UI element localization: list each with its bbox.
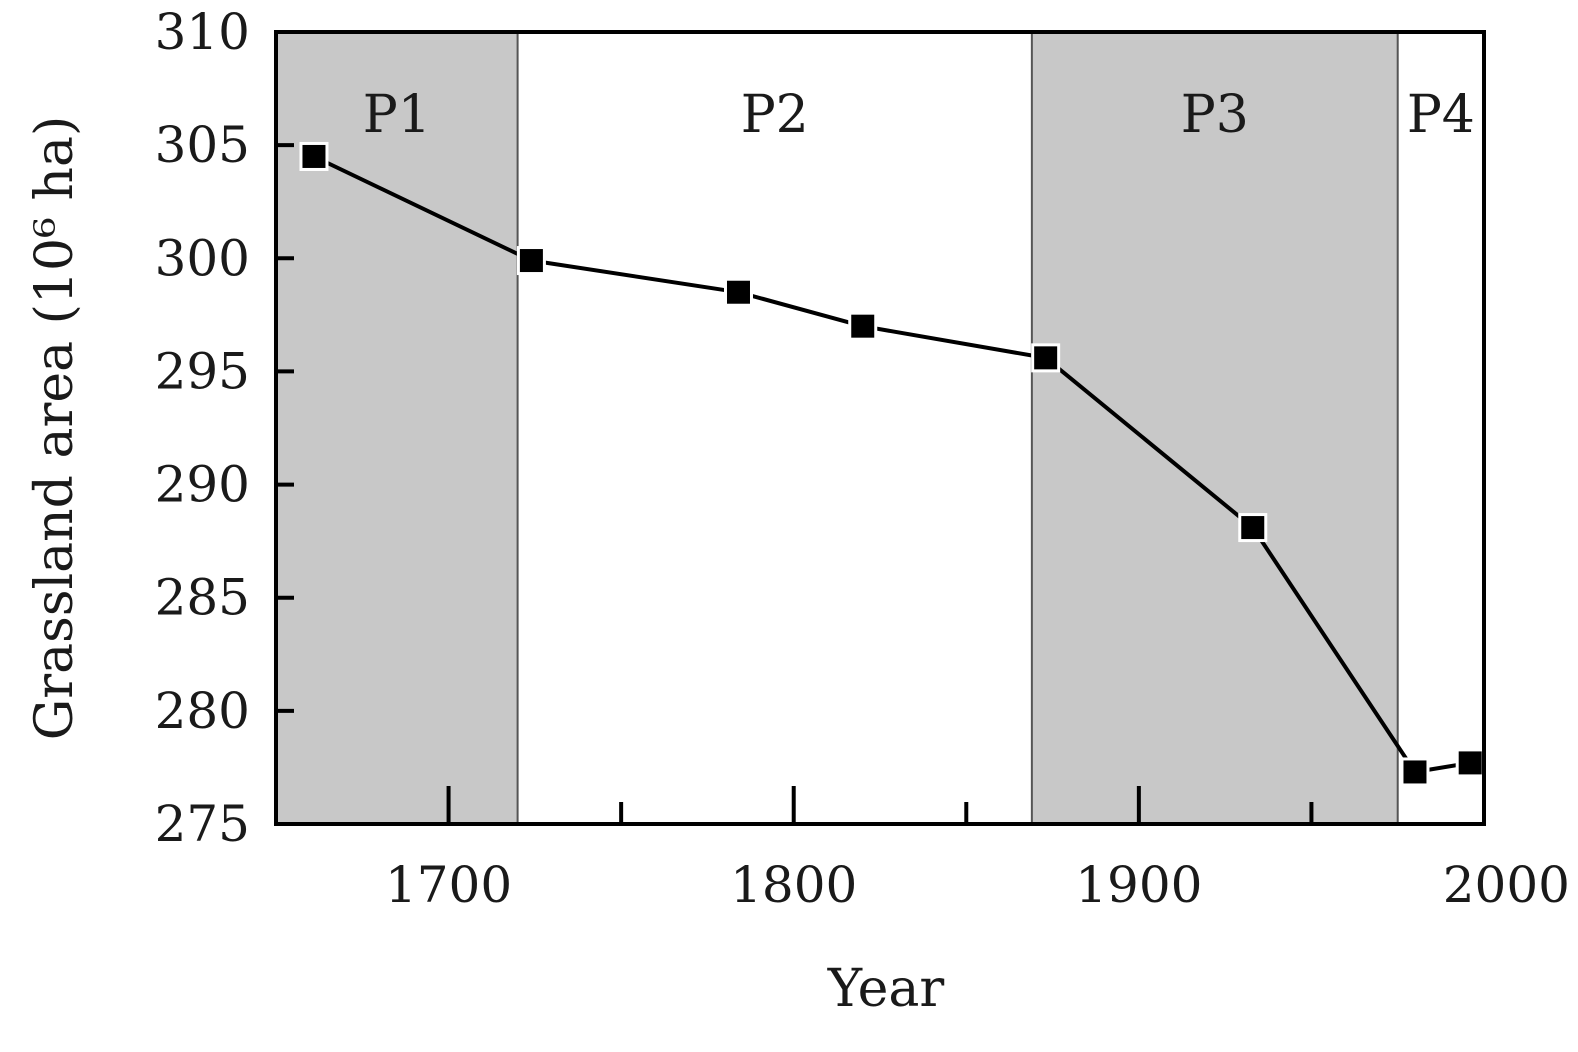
x-tick-label: 1700 — [385, 856, 512, 914]
x-tick-label: 2000 — [1443, 856, 1570, 914]
y-tick-label: 295 — [155, 342, 250, 400]
x-tick-label: 1900 — [1075, 856, 1202, 914]
y-tick-label: 310 — [155, 3, 250, 61]
data-point — [723, 277, 753, 307]
period-label-p1: P1 — [363, 85, 431, 145]
y-tick-label: 300 — [155, 229, 250, 287]
data-point — [299, 141, 329, 171]
series-layer — [299, 141, 1485, 787]
period-labels: P1 P2 P3 P4 — [363, 85, 1475, 145]
axis-ticks — [276, 30, 1486, 826]
period-dividers — [516, 32, 1399, 824]
data-point — [516, 246, 546, 276]
data-point — [1031, 343, 1061, 373]
x-axis-title: Year — [827, 959, 945, 1019]
y-tick-label: 285 — [155, 569, 250, 627]
y-tick-label: 275 — [155, 795, 250, 853]
plot-frame — [274, 30, 1486, 826]
plot-border — [274, 30, 1486, 826]
data-point — [848, 311, 878, 341]
y-tick-label: 280 — [155, 682, 250, 740]
y-axis-title: Grassland area (10⁶ ha) — [25, 116, 85, 740]
period-bands — [276, 32, 1398, 824]
y-tick-label: 305 — [155, 116, 250, 174]
data-point — [1238, 513, 1268, 543]
period-band-p3 — [1031, 32, 1398, 824]
series-line — [313, 154, 1471, 774]
data-point — [1455, 748, 1485, 778]
period-label-p3: P3 — [1181, 85, 1249, 145]
x-tick-labels: 1700 1800 1900 2000 — [385, 856, 1570, 914]
period-label-p2: P2 — [741, 85, 809, 145]
y-tick-label: 290 — [155, 456, 250, 514]
x-tick-label: 1800 — [730, 856, 857, 914]
period-label-p4: P4 — [1407, 85, 1475, 145]
y-tick-labels: 275 280 285 290 295 300 305 310 — [155, 3, 250, 853]
data-point — [1400, 757, 1430, 787]
